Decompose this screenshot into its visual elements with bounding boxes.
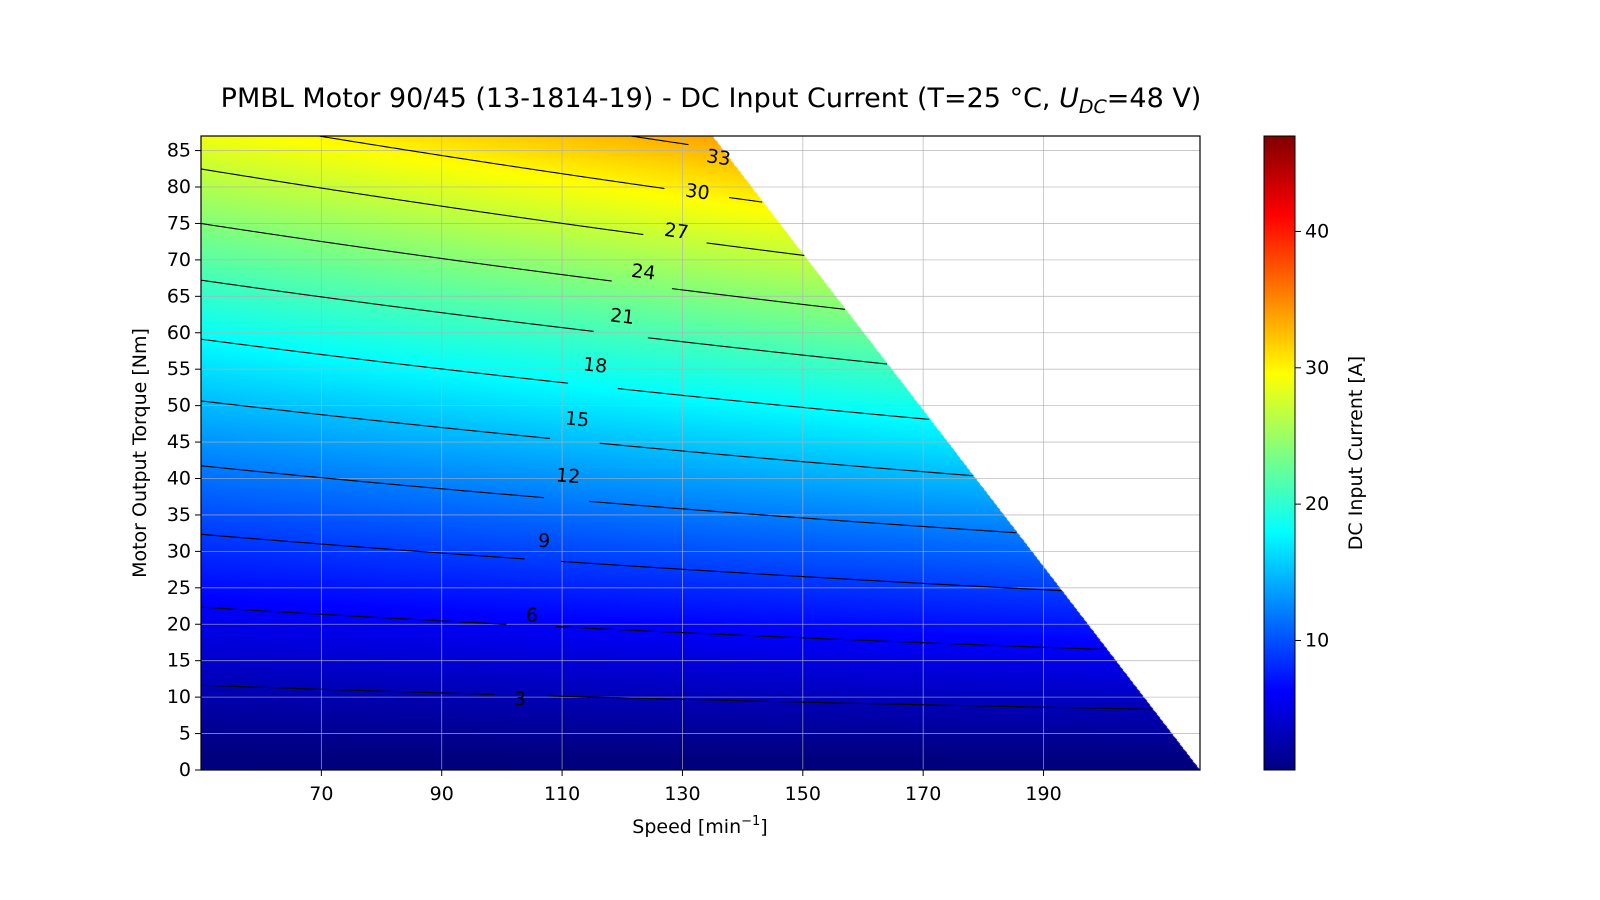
x-tick-label: 110	[544, 783, 580, 805]
y-tick-label: 75	[167, 212, 191, 234]
y-tick-label: 0	[179, 759, 191, 781]
y-tick-label: 50	[167, 395, 191, 417]
y-tick-label: 25	[167, 577, 191, 599]
contour-line-3	[201, 684, 1152, 710]
contour-label-30: 30	[684, 180, 711, 205]
contour-line-18	[201, 338, 930, 420]
x-axis-label: Speed [min−1]	[632, 814, 767, 838]
contour-label-15: 15	[564, 407, 590, 431]
contour-label-12: 12	[555, 464, 581, 488]
contour-label-3: 3	[514, 688, 527, 710]
y-axis-label: Motor Output Torque [Nm]	[129, 328, 151, 578]
contour-label-24: 24	[630, 260, 657, 285]
y-tick-label: 40	[167, 468, 191, 490]
colorbar-tick-label: 40	[1305, 220, 1329, 242]
x-tick-label: 70	[309, 783, 333, 805]
x-tick-label: 190	[1025, 783, 1061, 805]
y-tick-label: 80	[167, 176, 191, 198]
contour-line-12	[201, 465, 1017, 534]
y-tick-label: 30	[167, 540, 191, 562]
colorbar-gradient	[1263, 135, 1296, 771]
contour-label-6: 6	[525, 604, 538, 627]
colorbar-tick-label: 30	[1305, 357, 1329, 379]
y-tick-label: 60	[167, 322, 191, 344]
plot-frame	[200, 135, 1201, 771]
contour-line-21	[201, 279, 888, 365]
y-tick-label: 10	[167, 686, 191, 708]
y-tick-label: 65	[167, 285, 191, 307]
contour-label-18: 18	[582, 353, 608, 377]
y-tick-label: 45	[167, 431, 191, 453]
contour-line-24	[201, 222, 845, 310]
y-tick-label: 5	[179, 723, 191, 745]
y-tick-label: 70	[167, 249, 191, 271]
contour-label-33: 33	[705, 145, 732, 170]
colorbar: 10 20 30 40 DC Input Current [A]	[1263, 135, 1367, 771]
y-axis-ticks: 0 5 10 15 20 25 30 35 40 45 50 55 60 65 70 75 80 85	[167, 140, 201, 781]
colorbar-label: DC Input Current [A]	[1345, 356, 1367, 550]
contour-label-9: 9	[537, 530, 551, 553]
y-tick-label: 35	[167, 504, 191, 526]
chart-title: PMBL Motor 90/45 (13-1814-19) - DC Input…	[221, 83, 1202, 118]
x-tick-label: 170	[905, 783, 941, 805]
x-tick-label: 150	[785, 783, 821, 805]
y-tick-label: 85	[167, 140, 191, 162]
colorbar-tick-label: 10	[1305, 629, 1329, 651]
colorbar-ticks: 10 20 30 40	[1295, 220, 1329, 651]
contour-lines	[201, 136, 1152, 710]
contour-line-30	[319, 136, 763, 203]
contour-line-33	[631, 136, 689, 146]
contour-label-21: 21	[609, 304, 636, 329]
contour-line-27	[201, 168, 805, 257]
contour-label-27: 27	[663, 219, 690, 244]
contour-line-6	[201, 606, 1107, 651]
contour-line-15	[201, 400, 973, 477]
x-tick-label: 90	[430, 783, 454, 805]
colorbar-tick-label: 20	[1305, 493, 1329, 515]
contour-line-9	[201, 533, 1062, 592]
grid-lines	[201, 136, 1200, 771]
y-tick-label: 20	[167, 613, 191, 635]
y-tick-label: 15	[167, 650, 191, 672]
x-axis-ticks: 70 90 110 130 150 170 190	[309, 770, 1062, 805]
x-tick-label: 130	[664, 783, 700, 805]
y-tick-label: 55	[167, 358, 191, 380]
